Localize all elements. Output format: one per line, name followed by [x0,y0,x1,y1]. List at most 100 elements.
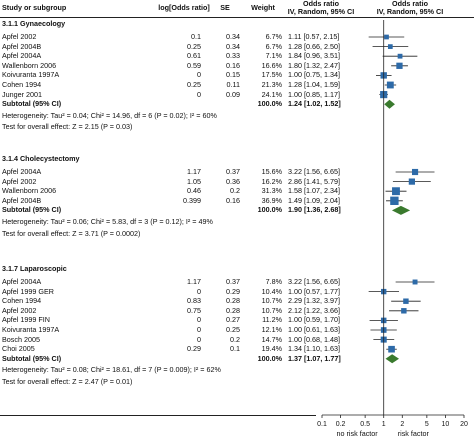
study-se: 0.09 [226,89,240,99]
header-plot-title: Odds ratio [392,0,428,8]
effect-square [412,279,418,285]
x-tick-label: 0.1 [317,421,327,428]
study-logor: 0.75 [187,305,201,315]
study-se: 0.1 [230,344,240,354]
study-logor: 0.399 [183,195,201,205]
study-weight: 36.9% [261,195,282,205]
study-ci: 1.00 [0.57, 1.77] [288,286,340,296]
study-name: Apfel 2002 [2,305,37,315]
effect-square [390,196,399,205]
subtotal-ci: 1.37 [1.07, 1.77] [288,353,341,363]
study-logor: 1.17 [187,167,201,176]
x-tick-label: 0.2 [336,421,346,428]
study-logor: 1.05 [187,176,201,186]
study-ci: 1.84 [0.96, 3.51] [288,51,340,61]
subtotal-weight: 100.0% [257,99,282,109]
study-se: 0.29 [226,286,240,296]
study-weight: 31.3% [261,186,282,196]
study-name: Choi 2005 [2,344,35,354]
study-name: Bosch 2005 [2,334,40,344]
study-weight: 6.7% [265,41,282,51]
study-weight: 10.7% [261,296,282,306]
study-logor: 1.17 [187,277,201,286]
study-logor: 0 [197,325,201,334]
study-se: 0.27 [226,315,240,325]
header-plot-subtitle: IV, Random, 95% CI [376,7,444,16]
group-title: 3.1.7 Laparoscopic [2,264,67,273]
study-se: 0.16 [226,195,240,205]
study-name: Apfel 2004B [2,41,42,51]
study-se: 0.28 [226,296,240,306]
study-weight: 16.2% [261,176,282,186]
effect-square [403,298,409,304]
study-name: Wallenborn 2006 [2,186,57,196]
x-tick-label: 5 [425,421,429,428]
group-title: 3.1.4 Cholecystectomy [2,154,80,163]
effect-square [392,187,400,196]
subtotal-diamond [391,205,411,215]
header-se: SE [220,3,230,12]
study-ci: 1.28 [1.04, 1.59] [288,80,340,89]
study-se: 0.37 [226,277,240,286]
subtotal-ci: 1.24 [1.02, 1.52] [288,99,341,109]
subtotal-ci: 1.90 [1.36, 2.68] [288,205,341,215]
effect-square [408,178,415,185]
study-ci: 3.22 [1.56, 6.65] [288,167,340,176]
study-ci: 3.22 [1.56, 6.65] [288,277,340,286]
study-ci: 1.00 [0.59, 1.70] [288,315,340,325]
effect-square [388,345,395,353]
study-logor: 0.1 [191,32,201,41]
study-name: Apfel 1999 GER [2,286,54,296]
study-weight: 16.6% [261,60,282,70]
study-name: Apfel 2002 [2,176,37,186]
overall-effect-text: Test for overall effect: Z = 2.47 (P = 0… [2,377,133,386]
study-name: Apfel 1999 FIN [2,315,50,325]
study-se: 0.2 [230,186,240,196]
study-name: Apfel 2004A [2,51,42,61]
subtotal-label: Subtotal (95% CI) [2,99,62,109]
study-weight: 14.7% [261,334,282,344]
study-logor: 0.59 [187,60,201,70]
study-logor: 0 [197,286,201,296]
study-weight: 10.4% [261,286,282,296]
study-weight: 24.1% [261,89,282,99]
study-se: 0.37 [226,167,240,176]
effect-square [387,44,393,49]
subtotal-diamond [384,99,395,109]
study-logor: 0 [197,334,201,344]
header-rule [0,17,474,18]
study-se: 0.25 [226,325,240,334]
study-se: 0.15 [226,70,240,80]
study-weight: 19.4% [261,344,282,354]
study-weight: 12.1% [261,325,282,334]
effect-square [411,168,419,176]
study-ci: 1.11 [0.57, 2.15] [288,32,340,41]
effect-square [397,53,403,59]
heterogeneity-text: Heterogeneity: Tau² = 0.08; Chi² = 18.61… [2,365,221,375]
study-se: 0.2 [230,334,240,344]
study-name: Apfel 2004A [2,167,42,176]
study-name: Apfel 2002 [2,32,37,41]
study-se: 0.11 [226,80,240,89]
study-se: 0.28 [226,305,240,315]
study-name: Cohen 1994 [2,296,42,306]
study-se: 0.36 [226,176,240,186]
study-ci: 1.28 [0.66, 2.50] [288,41,340,51]
study-weight: 21.3% [261,80,282,89]
study-weight: 11.2% [262,315,282,325]
header-logor: log[Odds ratio] [158,3,210,12]
x-tick-label: 0.5 [360,421,370,428]
study-logor: 0.25 [187,41,201,51]
study-name: Koivuranta 1997A [2,70,60,80]
study-name: Junger 2001 [2,89,42,99]
footer-right-label: risk factor [398,429,430,438]
study-ci: 2.12 [1.22, 3.66] [288,305,340,315]
x-tick-label: 1 [382,421,386,428]
study-ci: 1.00 [0.61, 1.63] [288,325,340,334]
study-name: Apfel 2004B [2,195,42,205]
study-logor: 0.61 [187,51,201,61]
subtotal-label: Subtotal (95% CI) [2,353,62,363]
study-name: Wallenborn 2006 [2,60,57,70]
x-tick-label: 10 [442,421,450,428]
study-weight: 17.5% [261,70,282,80]
